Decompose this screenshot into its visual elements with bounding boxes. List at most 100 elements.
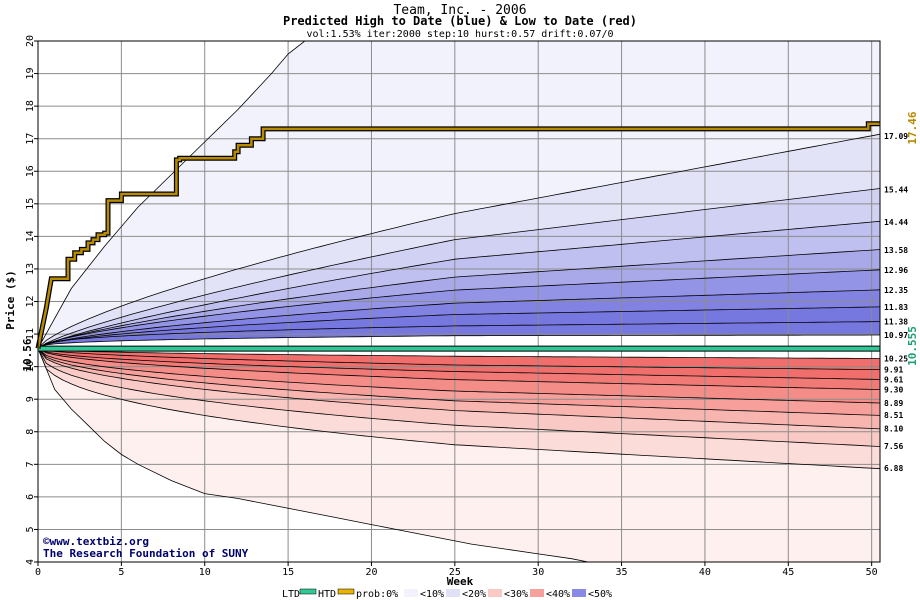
y-tick-label-7: 7: [25, 461, 36, 467]
band-high-0: [38, 41, 880, 349]
value-label-12.96: 12.96: [884, 266, 908, 275]
y-tick-label-16: 16: [25, 165, 36, 177]
legend-label-ltd: LTD: [282, 589, 300, 600]
band-high-8: [38, 321, 880, 349]
value-label-6.88: 6.88: [884, 464, 903, 473]
quantile-high-15.44: [37, 188, 881, 349]
band-high-7: [38, 306, 880, 349]
x-tick-label-40: 40: [699, 567, 711, 578]
legend: LTD HTD prob:0% <10% <20% <30% <40% <50%: [282, 588, 612, 600]
x-tick-label-5: 5: [118, 567, 124, 578]
start-price-label: 10.56: [21, 338, 34, 371]
quantile-low-8.51: [37, 348, 881, 416]
legend-swatch-30: [530, 589, 544, 597]
legend-label-20: <20%: [462, 589, 486, 600]
value-label-8.89: 8.89: [884, 399, 903, 408]
credit-line-2: The Research Foundation of SUNY: [43, 547, 249, 560]
band-high-6: [38, 289, 880, 349]
y-tick-label-8: 8: [25, 429, 36, 435]
value-label-9.30: 9.30: [884, 385, 903, 394]
value-label-11.83: 11.83: [884, 303, 908, 312]
legend-label-50: <50%: [588, 589, 612, 600]
y-tick-label-9: 9: [25, 396, 36, 402]
quantile-high-11.38: [37, 321, 881, 349]
quantile-high-12.96: [37, 269, 881, 349]
band-low-0: [38, 348, 880, 562]
y-tick-label-19: 19: [25, 68, 36, 80]
quantile-low-6.88: [37, 348, 881, 470]
right-value-labels: 17.09 15.44 14.44 13.58 12.96 12.35 11.83 11.38…: [884, 132, 908, 473]
band-low-1: [38, 348, 880, 469]
credits: ©www.textbiz.org The Research Foundation…: [43, 535, 249, 560]
band-high-4: [38, 249, 880, 349]
quantile-high-12.35: [37, 289, 881, 349]
quantile-low-9.30: [37, 348, 881, 390]
legend-swatch-40: [572, 589, 586, 597]
value-label-12.35: 12.35: [884, 286, 908, 295]
value-label-15.44: 15.44: [884, 185, 908, 194]
legend-label-10: <10%: [420, 589, 444, 600]
x-tick-label-35: 35: [616, 567, 628, 578]
value-label-10.25: 10.25: [884, 354, 908, 363]
htd-line: [36, 122, 880, 349]
chart-title: Team, Inc. - 2006: [393, 3, 526, 18]
axes: 0 5 10 15 20 25 30 35 40 45 5045678910111213141516…: [25, 35, 881, 578]
legend-swatch-20: [488, 589, 502, 597]
x-tick-label-30: 30: [532, 567, 544, 578]
value-label-9.91: 9.91: [884, 366, 903, 375]
quantile-high-10.97: [37, 334, 880, 349]
credit-line-1[interactable]: ©www.textbiz.org: [43, 535, 149, 548]
y-tick-label-15: 15: [25, 198, 36, 210]
x-tick-label-15: 15: [282, 567, 294, 578]
legend-label-30: <30%: [504, 589, 528, 600]
value-label-17.09: 17.09: [884, 132, 908, 141]
value-label-8.10: 8.10: [884, 424, 903, 433]
band-low-5: [38, 348, 880, 403]
probability-bands: [38, 41, 880, 562]
quantile-high-14.44: [37, 220, 881, 349]
legend-swatch-htd: [337, 588, 355, 595]
x-tick-label-20: 20: [365, 567, 377, 578]
value-label-8.51: 8.51: [884, 411, 903, 420]
y-tick-label-4: 4: [25, 559, 36, 565]
y-tick-label-11: 11: [25, 328, 36, 340]
y-tick-label-6: 6: [25, 494, 36, 500]
y-tick-label-14: 14: [25, 230, 36, 242]
envelope-low: [37, 348, 589, 563]
x-tick-label-50: 50: [866, 567, 878, 578]
x-axis-title: Week: [447, 575, 474, 588]
y-tick-label-5: 5: [25, 526, 36, 532]
x-tick-label-10: 10: [199, 567, 211, 578]
band-low-3: [38, 348, 880, 429]
quantile-low-10.25: [37, 348, 880, 359]
legend-swatch-10: [446, 589, 460, 597]
y-tick-label-13: 13: [25, 263, 36, 275]
htd-final-label: 17.46: [906, 111, 919, 144]
series-layer: [35, 121, 880, 352]
band-high-2: [38, 188, 880, 349]
quantile-high-17.09: [37, 133, 881, 349]
ltd-final-label: 10.555: [906, 326, 919, 366]
band-high-3: [38, 221, 880, 349]
y-tick-label-20: 20: [25, 35, 36, 47]
band-low-6: [38, 348, 880, 390]
quantile-high-11.83: [37, 306, 881, 349]
quantile-low-8.10: [37, 348, 881, 430]
legend-label-40: <40%: [546, 589, 570, 600]
quantile-low-9.61: [37, 348, 881, 380]
chart-params: vol:1.53% iter:2000 step:10 hurst:0.57 d…: [306, 29, 613, 40]
legend-swatch-ltd: [299, 588, 317, 595]
band-low-2: [38, 348, 880, 447]
band-high-5: [38, 269, 880, 349]
band-low-4: [38, 348, 880, 416]
band-high-1: [38, 134, 880, 349]
value-label-14.44: 14.44: [884, 218, 908, 227]
y-tick-label-18: 18: [25, 100, 36, 112]
x-tick-label-45: 45: [782, 567, 794, 578]
legend-swatch-prob0: [404, 589, 418, 597]
quantile-low-7.56: [37, 348, 881, 447]
y-axis-title: Price ($): [4, 270, 17, 330]
legend-label-prob0: prob:0%: [356, 589, 398, 600]
x-tick-label-0: 0: [35, 567, 41, 578]
